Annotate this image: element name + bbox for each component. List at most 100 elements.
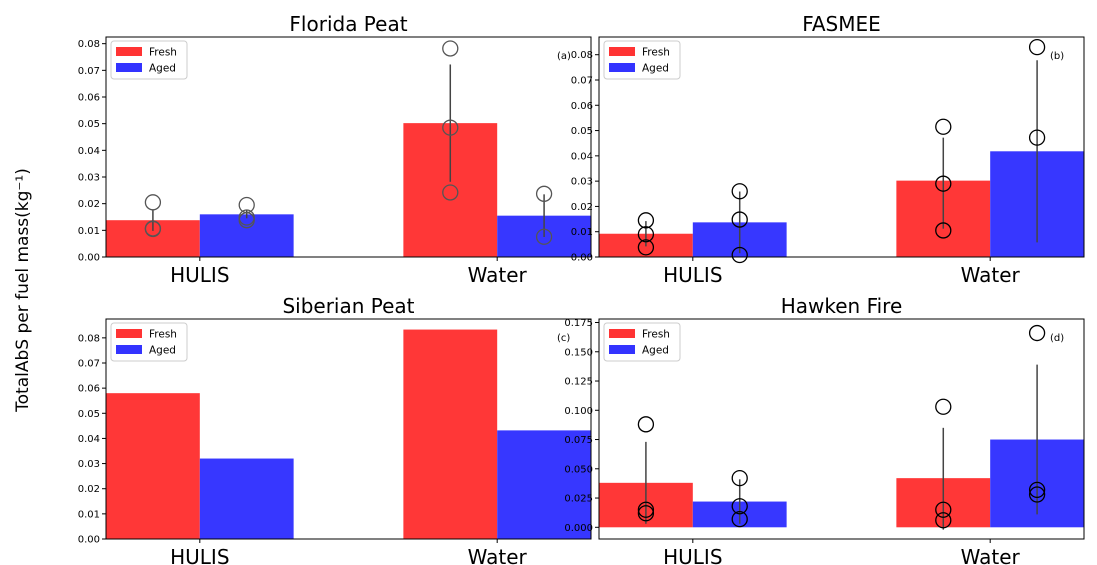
y-tick-label: 0.04	[78, 434, 100, 445]
panel-title: Hawken Fire	[781, 294, 903, 318]
axes-frame	[105, 318, 592, 540]
sample-point-fresh-hulis	[637, 416, 655, 433]
panel-title: Florida Peat	[289, 12, 407, 36]
x-category-label: Water	[961, 263, 1021, 287]
y-tick-label: 0.07	[78, 66, 100, 77]
legend-label-aged: Aged	[642, 345, 669, 357]
x-category-label: HULIS	[663, 263, 722, 287]
sample-point-aged-hulis	[731, 183, 748, 200]
sample-point-aged-water	[1028, 486, 1046, 503]
x-category-label: Water	[961, 545, 1021, 565]
legend-swatch-aged	[116, 345, 142, 354]
sample-point-fresh-hulis	[144, 194, 162, 211]
y-tick-label: 0.01	[78, 509, 100, 520]
sample-point-fresh-water	[442, 119, 459, 136]
panel-tag: (b)	[1050, 51, 1064, 62]
sample-point-fresh-water	[442, 184, 459, 201]
y-tick-label: 0.00	[78, 535, 100, 546]
y-tick-label: 0.08	[571, 50, 593, 61]
y-tick-label: 0.03	[571, 177, 593, 188]
sample-point-aged-water	[1028, 481, 1046, 499]
y-tick-label: 0.01	[78, 226, 100, 237]
legend-label-aged: Aged	[149, 345, 176, 357]
legend: Fresh Aged	[110, 322, 188, 362]
legend-swatch-aged	[609, 345, 635, 354]
y-tick-label: 0.08	[78, 39, 100, 50]
sample-point-aged-hulis	[238, 196, 255, 214]
y-tick-label: 0.04	[571, 151, 593, 162]
y-tick-label: 0.06	[78, 384, 100, 395]
y-tick-label: 0.00	[78, 253, 100, 264]
legend: Fresh Aged	[603, 40, 681, 80]
sample-point-fresh-water	[935, 175, 952, 192]
bar-aged-water	[497, 430, 591, 539]
sample-point-fresh-hulis	[144, 220, 162, 237]
axes-frame	[598, 318, 1085, 540]
y-tick-label: 0.02	[78, 199, 100, 210]
panel-title: Siberian Peat	[282, 294, 414, 318]
panel-hawken-fire: Hawken Fire 0.000 0.025 0.050 0.075 0.100 0.12…	[564, 294, 1085, 565]
sample-point-fresh-hulis	[637, 212, 655, 229]
y-tick-label: 0.04	[78, 146, 100, 157]
x-category-label: HULIS	[170, 545, 229, 565]
bar-fresh-water	[403, 329, 498, 539]
y-tick-label: 0.125	[564, 377, 593, 388]
axes-frame	[598, 36, 1085, 258]
bar-aged-hulis	[199, 214, 294, 257]
sample-point-fresh-hulis	[637, 226, 655, 243]
y-tick-label: 0.075	[564, 435, 593, 446]
panel-siberian-peat: Siberian Peat 0.00 0.01 0.02 0.03 0.04 0.05 0.0…	[78, 294, 592, 565]
sample-point-aged-hulis	[731, 469, 748, 487]
panel-tag: (c)	[557, 333, 570, 344]
legend: Fresh Aged	[110, 40, 188, 80]
y-tick-label: 0.000	[564, 523, 593, 534]
y-tick-label: 0.07	[78, 359, 100, 370]
y-axis-label: TotalAbS per fuel mass(kg⁻¹)	[13, 168, 33, 413]
y-tick-label: 0.050	[564, 464, 593, 475]
sample-point-aged-water	[535, 228, 553, 245]
y-tick-label: 0.08	[78, 333, 100, 344]
panels: Florida Peat 0.00 0.01 0.02 0.03 0.04 0.05 0.06…	[78, 12, 1085, 565]
y-tick-label: 0.05	[78, 119, 100, 130]
legend-label-aged: Aged	[642, 63, 669, 75]
legend-swatch-aged	[116, 63, 142, 72]
y-tick-label: 0.02	[78, 484, 100, 495]
y-tick-label: 0.150	[564, 347, 593, 358]
legend: Fresh Aged	[603, 322, 681, 362]
legend-swatch-fresh	[116, 47, 142, 56]
sample-point-fresh-water	[935, 118, 952, 135]
legend-label-fresh: Fresh	[642, 329, 670, 341]
sample-point-fresh-water	[935, 512, 952, 529]
y-tick-label: 0.07	[571, 75, 593, 86]
y-tick-label: 0.01	[571, 227, 593, 238]
y-tick-label: 0.03	[78, 459, 100, 470]
bar-fresh-hulis	[106, 393, 200, 539]
x-category-label: HULIS	[663, 545, 722, 565]
sample-point-aged-water	[1028, 324, 1046, 342]
panel-fasmee: FASMEE 0.00 0.01 0.02 0.03 0.04 0.05 0.06 0.07 0.…	[571, 12, 1085, 287]
sample-point-fresh-hulis	[637, 501, 655, 518]
sample-point-aged-hulis	[731, 510, 748, 528]
y-tick-label: 0.06	[571, 101, 593, 112]
legend-swatch-aged	[609, 63, 635, 72]
legend-label-aged: Aged	[149, 63, 176, 75]
panel-tag: (d)	[1050, 333, 1064, 344]
panel-florida-peat: Florida Peat 0.00 0.01 0.02 0.03 0.04 0.05 0.06…	[78, 12, 592, 287]
x-category-label: HULIS	[170, 263, 229, 287]
y-tick-label: 0.06	[78, 93, 100, 104]
y-tick-label: 0.00	[571, 253, 593, 264]
bar-aged-hulis	[199, 458, 294, 539]
sample-point-aged-hulis	[238, 209, 255, 226]
sample-point-fresh-hulis	[637, 239, 655, 256]
sample-point-fresh-water	[935, 222, 952, 239]
legend-label-fresh: Fresh	[149, 47, 177, 59]
y-tick-label: 0.03	[78, 173, 100, 184]
panel-tag: (a)	[557, 51, 571, 62]
sample-point-fresh-water	[442, 40, 459, 57]
y-tick-label: 0.05	[571, 126, 593, 137]
sample-point-fresh-water	[935, 398, 952, 415]
x-category-label: Water	[468, 263, 528, 287]
x-category-label: Water	[468, 545, 528, 565]
legend-swatch-fresh	[116, 329, 142, 338]
